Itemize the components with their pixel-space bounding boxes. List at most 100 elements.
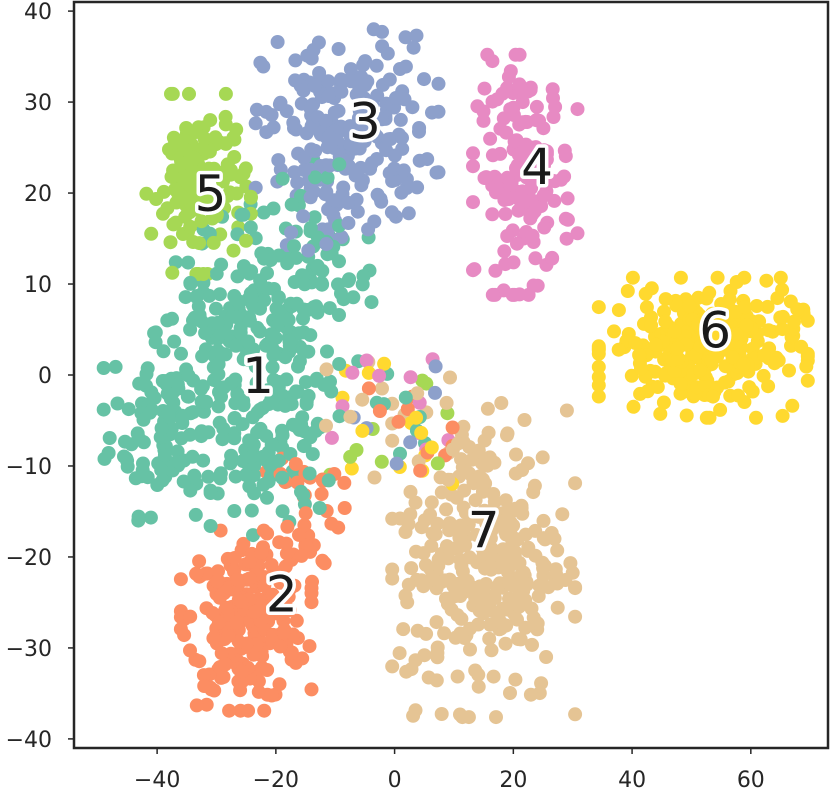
scatter-point <box>568 476 583 491</box>
scatter-point <box>398 525 413 539</box>
scatter-point <box>324 516 339 531</box>
scatter-point <box>759 273 774 288</box>
scatter-point <box>224 448 239 463</box>
scatter-point <box>96 361 111 375</box>
scatter-point <box>177 142 192 157</box>
scatter-point <box>260 490 274 505</box>
scatter-point <box>288 457 303 471</box>
scatter-point <box>256 59 271 74</box>
scatter-point <box>366 22 381 37</box>
scatter-point <box>211 615 226 630</box>
scatter-point <box>403 484 418 499</box>
scatter-point <box>154 463 169 478</box>
scatter-point <box>185 449 200 464</box>
scatter-point <box>308 170 323 185</box>
scatter-point <box>461 710 476 725</box>
scatter-point <box>332 308 346 322</box>
scatter-point <box>165 311 179 326</box>
scatter-point <box>385 433 400 448</box>
scatter-point <box>230 386 245 401</box>
scatter-point <box>227 150 242 164</box>
scatter-point <box>439 502 454 517</box>
scatter-point <box>483 559 497 573</box>
scatter-point <box>511 632 526 647</box>
y-tick-label: −30 <box>6 637 52 662</box>
scatter-point <box>156 206 170 221</box>
scatter-point <box>218 86 233 101</box>
scatter-point <box>607 324 621 339</box>
scatter-point <box>181 255 196 270</box>
scatter-point <box>359 124 374 139</box>
scatter-point <box>320 170 335 185</box>
scatter-point <box>547 193 562 208</box>
scatter-point <box>498 493 513 508</box>
scatter-point <box>318 187 333 202</box>
scatter-point <box>312 501 327 515</box>
scatter-point <box>394 185 409 200</box>
scatter-point <box>218 109 233 124</box>
scatter-point <box>620 284 635 298</box>
scatter-point <box>722 292 737 307</box>
scatter-point <box>275 470 290 485</box>
scatter-point <box>337 501 352 515</box>
scatter-point <box>236 398 251 413</box>
scatter-point <box>229 310 244 325</box>
scatter-point <box>401 577 416 592</box>
scatter-point <box>468 493 483 508</box>
scatter-point <box>430 646 445 660</box>
scatter-point <box>192 654 207 669</box>
x-tick-label: 60 <box>737 768 765 793</box>
y-tick-label: 40 <box>24 0 52 25</box>
scatter-point <box>247 486 262 501</box>
scatter-point <box>214 326 228 341</box>
scatter-point <box>466 159 480 174</box>
scatter-point <box>192 554 207 569</box>
scatter-point <box>568 581 583 596</box>
scatter-point <box>451 436 465 451</box>
scatter-point <box>761 379 776 394</box>
scatter-point <box>350 204 365 219</box>
scatter-point <box>443 370 457 385</box>
scatter-point <box>539 650 554 664</box>
scatter-point <box>398 390 413 405</box>
scatter-point <box>229 615 244 630</box>
cluster-label-3: 3 <box>349 92 381 150</box>
scatter-point <box>790 302 805 317</box>
scatter-point <box>372 368 387 383</box>
scatter-point <box>312 66 327 80</box>
scatter-point <box>591 370 606 384</box>
scatter-point <box>381 132 396 147</box>
scatter-point <box>414 425 429 440</box>
scatter-point <box>369 58 384 73</box>
scatter-point <box>233 683 248 698</box>
scatter-point <box>405 100 420 115</box>
cluster-label-4: 4 <box>521 138 553 196</box>
scatter-point <box>302 466 317 481</box>
scatter-point <box>591 359 606 374</box>
scatter-point <box>172 455 187 470</box>
scatter-point <box>189 566 204 581</box>
scatter-point <box>289 384 304 399</box>
scatter-point <box>667 324 682 339</box>
scatter-point <box>278 559 293 574</box>
scatter-point <box>132 376 147 391</box>
scatter-point <box>321 89 336 103</box>
scatter-point <box>520 155 535 170</box>
scatter-point <box>284 197 299 212</box>
scatter-point <box>424 440 439 455</box>
scatter-point <box>510 612 524 627</box>
scatter-point <box>497 244 512 259</box>
scatter-point <box>254 246 269 261</box>
scatter-point <box>355 392 370 407</box>
scatter-point <box>307 210 322 225</box>
scatter-point <box>429 615 444 630</box>
scatter-point <box>260 383 275 398</box>
scatter-point <box>183 275 198 290</box>
scatter-point <box>238 468 253 482</box>
scatter-point <box>210 574 224 589</box>
scatter-point <box>196 267 211 281</box>
scatter-point <box>456 500 471 515</box>
scatter-point <box>775 322 790 337</box>
scatter-point <box>305 574 319 589</box>
scatter-point <box>210 315 225 330</box>
